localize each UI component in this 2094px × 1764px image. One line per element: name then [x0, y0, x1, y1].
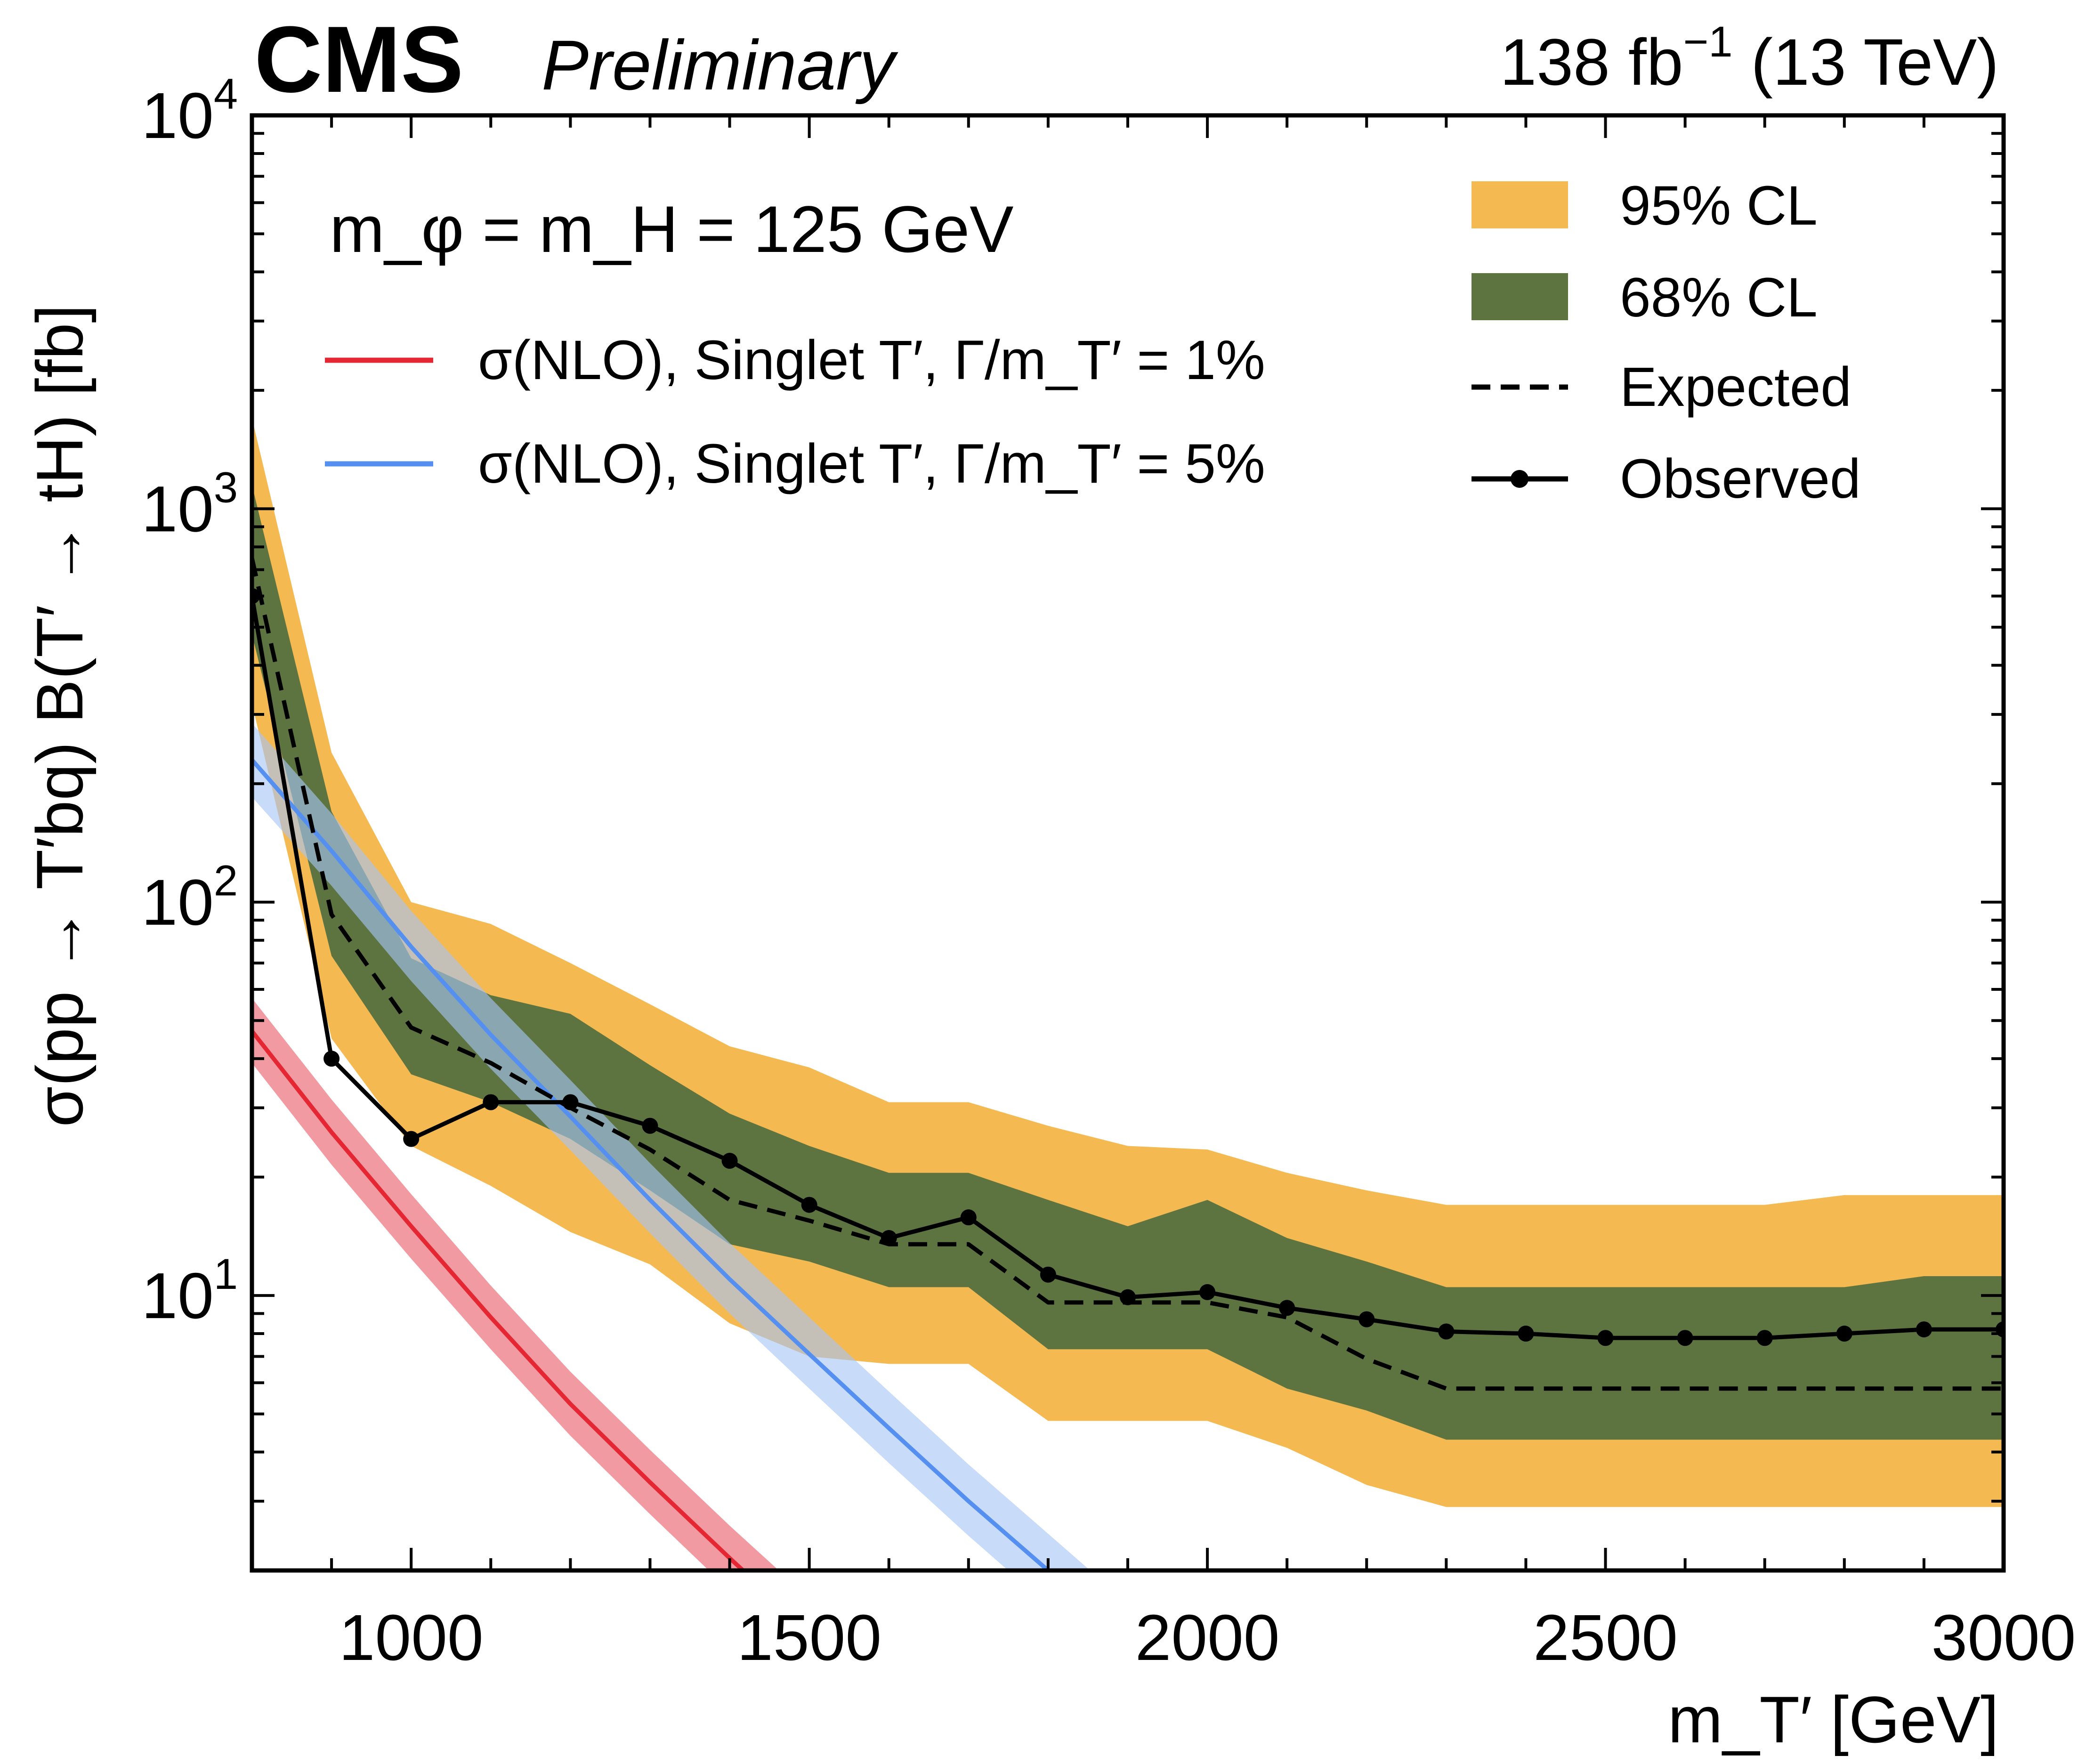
legend-swatch-68cl	[1471, 273, 1568, 320]
observed-point	[403, 1131, 420, 1147]
observed-point	[1756, 1330, 1773, 1346]
legend-label-68cl: 68% CL	[1620, 267, 1818, 329]
legend-label-theory-1pct: σ(NLO), Singlet T′, Γ/m_T′ = 1%	[478, 329, 1265, 391]
lumi-energy: (13 TeV)	[1733, 25, 1999, 99]
experiment-label: CMS	[254, 7, 463, 112]
x-axis-title: m_T′ [GeV]	[1668, 1683, 1999, 1756]
limit-legend: 95% CL 68% CL Expected Observed	[1471, 175, 1861, 510]
observed-point	[881, 1230, 897, 1246]
status-label: Preliminary	[542, 25, 898, 105]
theory-legend: σ(NLO), Singlet T′, Γ/m_T′ = 1% σ(NLO), …	[325, 329, 1265, 495]
legend-label-theory-5pct: σ(NLO), Singlet T′, Γ/m_T′ = 5%	[478, 433, 1265, 495]
x-tick-label: 1000	[339, 1602, 484, 1674]
observed-point	[1597, 1330, 1614, 1346]
lumi-value: 138 fb	[1500, 25, 1683, 99]
plot-area	[252, 418, 2004, 1570]
observed-point	[483, 1094, 499, 1110]
theory-1pct-line	[252, 1029, 746, 1570]
observed-point	[801, 1197, 817, 1213]
tick-labels: 1000 1500 2000 2500 3000 101 102 103 104	[141, 70, 2076, 1674]
legend-label-observed: Observed	[1620, 448, 1861, 510]
observed-point	[1518, 1326, 1534, 1342]
y-tick-label: 102	[141, 857, 238, 939]
luminosity-label: 138 fb−1 (13 TeV)	[1500, 18, 1999, 99]
observed-point	[1279, 1300, 1295, 1316]
x-tick-label: 2500	[1533, 1602, 1678, 1674]
observed-point	[1040, 1266, 1056, 1283]
observed-point	[1916, 1321, 1932, 1338]
band-68cl	[252, 485, 2004, 1440]
x-tick-label: 3000	[1932, 1602, 2076, 1674]
observed-point	[323, 1051, 340, 1067]
lumi-exponent: −1	[1683, 18, 1733, 66]
observed-point	[721, 1153, 738, 1169]
legend-label-expected: Expected	[1620, 356, 1851, 418]
observed-point	[1677, 1330, 1693, 1346]
legend-swatch-observed-marker	[1511, 470, 1528, 488]
x-tick-label: 2000	[1135, 1602, 1280, 1674]
theory-5pct-line	[252, 758, 1051, 1570]
x-tick-label: 1500	[737, 1602, 881, 1674]
observed-point	[1836, 1326, 1852, 1342]
observed-point	[562, 1094, 579, 1110]
observed-point	[642, 1117, 658, 1134]
legend-swatch-95cl	[1471, 181, 1568, 228]
legend-label-95cl: 95% CL	[1620, 175, 1818, 237]
observed-point	[1438, 1323, 1455, 1340]
y-tick-label: 104	[141, 70, 238, 152]
observed-point	[1199, 1284, 1216, 1300]
y-axis-title: σ(pp → T′bq) B(T′ → tH) [fb]	[23, 305, 97, 1127]
observed-point	[1120, 1289, 1136, 1305]
y-tick-label: 101	[141, 1250, 238, 1332]
axis-ticks	[252, 115, 2005, 1572]
mass-annotation: m_φ = m_H = 125 GeV	[330, 192, 1014, 266]
observed-point	[960, 1209, 977, 1226]
observed-point	[1358, 1311, 1375, 1327]
y-tick-label: 103	[141, 463, 238, 545]
